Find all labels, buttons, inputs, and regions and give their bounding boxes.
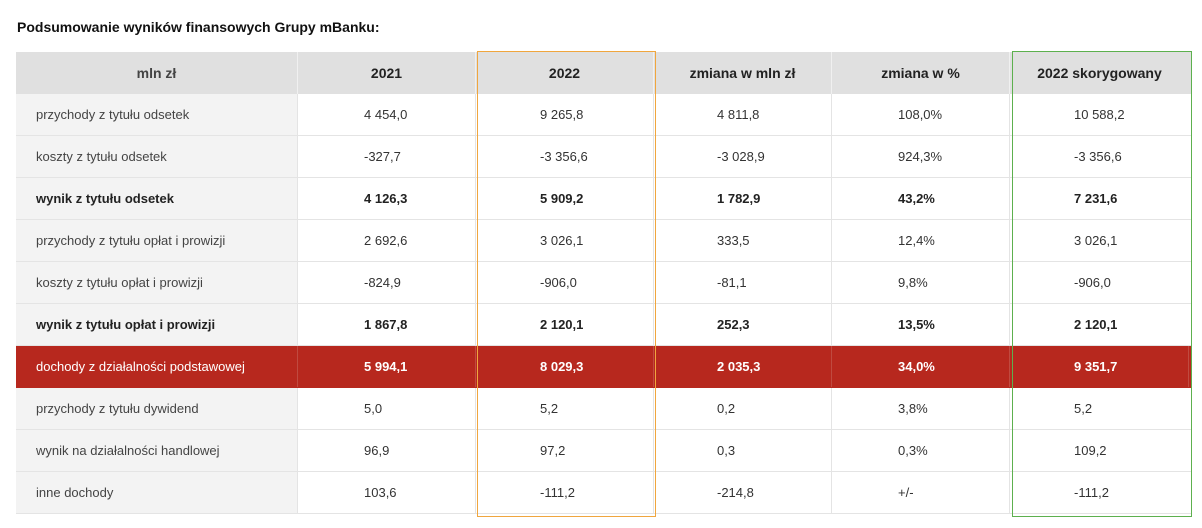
row-label: dochody z działalności podstawowej <box>16 346 298 387</box>
cell-change-mln: 1 782,9 <box>654 178 832 219</box>
cell-2022-adjusted: 7 231,6 <box>1074 191 1118 206</box>
row-label: koszty z tytułu opłat i prowizji <box>16 262 298 303</box>
row-label: wynik z tytułu odsetek <box>16 178 298 219</box>
cell-change-mln: 333,5 <box>654 220 832 261</box>
financial-results-table: mln zł 2021 2022 zmiana w mln zł zmiana … <box>16 52 1191 514</box>
cell-change-pct: +/- <box>832 472 1010 513</box>
column-header-2022-adjusted: 2022 skorygowany <box>1037 65 1162 81</box>
cell-2022: 3 026,1 <box>476 220 654 261</box>
cell-change-mln: 2 035,3 <box>654 346 832 387</box>
row-label: inne dochody <box>16 472 298 513</box>
cell-2022-adjusted: -906,0 <box>1074 275 1111 290</box>
cell-2022: -3 356,6 <box>476 136 654 177</box>
cell-2022-adjusted: -3 356,6 <box>1074 149 1122 164</box>
cell-2021: 5,0 <box>298 388 476 429</box>
cell-change-pct: 108,0% <box>832 94 1010 135</box>
cell-2022-adjusted: 9 351,7 <box>1010 346 1189 387</box>
cell-2022-adjusted: 5,2 <box>1074 401 1093 416</box>
column-header-2021: 2021 <box>298 52 476 94</box>
cell-change-pct: 9,8% <box>832 262 1010 303</box>
cell-change-mln: 0,2 <box>654 388 832 429</box>
page-title: Podsumowanie wyników finansowych Grupy m… <box>17 19 380 35</box>
cell-change-pct: 3,8% <box>832 388 1010 429</box>
cell-2021: 103,6 <box>298 472 476 513</box>
cell-change-pct: 43,2% <box>832 178 1010 219</box>
cell-2022: 9 265,8 <box>476 94 654 135</box>
row-label: wynik z tytułu opłat i prowizji <box>16 304 298 345</box>
column-header-unit: mln zł <box>16 52 298 94</box>
row-label: wynik na działalności handlowej <box>16 430 298 471</box>
column-header-change-mln: zmiana w mln zł <box>654 52 832 94</box>
cell-change-mln: -214,8 <box>654 472 832 513</box>
row-label: przychody z tytułu dywidend <box>16 388 298 429</box>
column-header-change-pct: zmiana w % <box>832 52 1010 94</box>
cell-change-pct: 924,3% <box>832 136 1010 177</box>
cell-2021: -327,7 <box>298 136 476 177</box>
cell-change-pct: 13,5% <box>832 304 1010 345</box>
cell-change-mln: 4 811,8 <box>654 94 832 135</box>
cell-change-pct: 34,0% <box>832 346 1010 387</box>
cell-2022: 5,2 <box>476 388 654 429</box>
cell-2022-adjusted: 2 120,1 <box>1074 317 1118 332</box>
cell-change-pct: 12,4% <box>832 220 1010 261</box>
table-row: koszty z tytułu opłat i prowizji -824,9 … <box>16 262 1191 304</box>
table-row: przychody z tytułu dywidend 5,0 5,2 0,2 … <box>16 388 1191 430</box>
table-row: przychody z tytułu odsetek 4 454,0 9 265… <box>16 94 1191 136</box>
column-header-2022: 2022 <box>476 52 654 94</box>
cell-2022: 8 029,3 <box>476 346 654 387</box>
cell-2022: 5 909,2 <box>476 178 654 219</box>
cell-change-mln: -81,1 <box>654 262 832 303</box>
row-label: przychody z tytułu opłat i prowizji <box>16 220 298 261</box>
cell-2021: 1 867,8 <box>298 304 476 345</box>
cell-2021: 2 692,6 <box>298 220 476 261</box>
cell-2022-adjusted: 3 026,1 <box>1074 233 1118 248</box>
table-header-row: mln zł 2021 2022 zmiana w mln zł zmiana … <box>16 52 1191 94</box>
table-row-subtotal: wynik z tytułu odsetek 4 126,3 5 909,2 1… <box>16 178 1191 220</box>
table-row-highlighted: dochody z działalności podstawowej 5 994… <box>16 346 1191 388</box>
row-label: koszty z tytułu odsetek <box>16 136 298 177</box>
cell-2021: 96,9 <box>298 430 476 471</box>
cell-2022: 97,2 <box>476 430 654 471</box>
cell-change-mln: -3 028,9 <box>654 136 832 177</box>
cell-2022: 2 120,1 <box>476 304 654 345</box>
row-label: przychody z tytułu odsetek <box>16 94 298 135</box>
cell-2021: 4 126,3 <box>298 178 476 219</box>
cell-2022-adjusted: 10 588,2 <box>1074 107 1125 122</box>
cell-2022-adjusted: 109,2 <box>1074 443 1107 458</box>
table-row-subtotal: wynik z tytułu opłat i prowizji 1 867,8 … <box>16 304 1191 346</box>
table-row: wynik na działalności handlowej 96,9 97,… <box>16 430 1191 472</box>
cell-2021: 5 994,1 <box>298 346 476 387</box>
table-row: koszty z tytułu odsetek -327,7 -3 356,6 … <box>16 136 1191 178</box>
cell-change-mln: 0,3 <box>654 430 832 471</box>
cell-2021: -824,9 <box>298 262 476 303</box>
cell-2022: -906,0 <box>476 262 654 303</box>
cell-2022-adjusted: -111,2 <box>1074 485 1109 500</box>
table-row: inne dochody 103,6 -111,2 -214,8 +/- -11… <box>16 472 1191 514</box>
cell-change-pct: 0,3% <box>832 430 1010 471</box>
cell-change-mln: 252,3 <box>654 304 832 345</box>
cell-2022: -111,2 <box>476 472 654 513</box>
table-row: przychody z tytułu opłat i prowizji 2 69… <box>16 220 1191 262</box>
cell-2021: 4 454,0 <box>298 94 476 135</box>
